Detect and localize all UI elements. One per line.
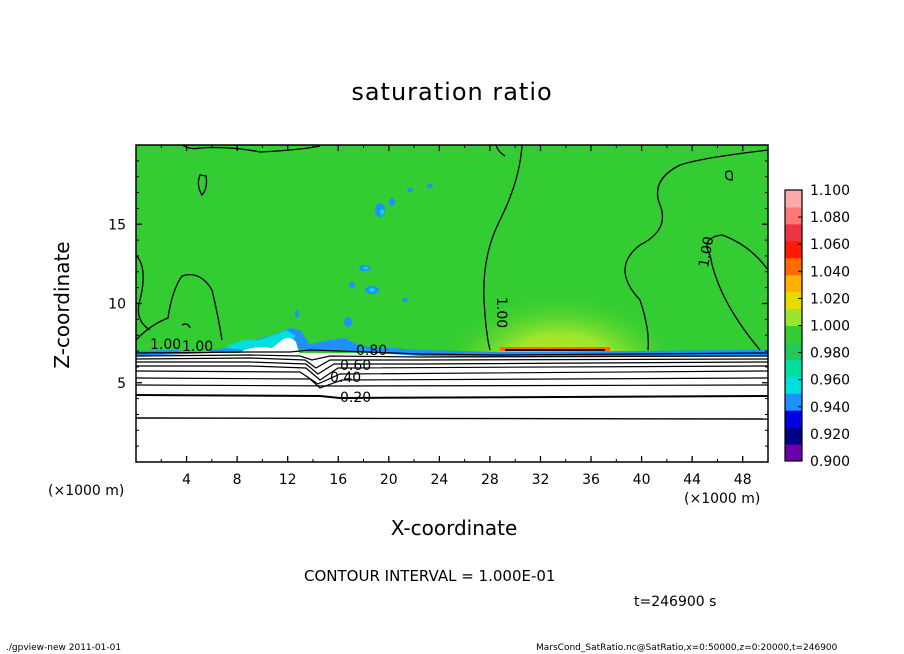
colorbar-label: 1.060: [810, 237, 850, 253]
colorbar-swatch: [785, 342, 802, 360]
colorbar-swatch: [785, 410, 802, 428]
contour-label: 1.00: [150, 337, 181, 353]
contour-label: 0.60: [340, 358, 371, 374]
colorbar-label: 1.040: [810, 264, 850, 280]
contour-label: 1.00: [493, 297, 509, 328]
colorbar-label: 1.080: [810, 210, 850, 226]
x-tick-label: 48: [734, 472, 752, 488]
colorbar-swatch: [785, 206, 802, 225]
colorbar-swatch: [785, 274, 802, 293]
y-axis: 5 10 15: [108, 160, 768, 447]
x-axis-label: X-coordinate: [390, 516, 518, 540]
colorbar-label: 1.000: [810, 319, 850, 335]
x-unit-label-right: (×1000 m): [684, 491, 761, 507]
colorbar-label: 1.020: [810, 291, 850, 307]
x-tick-label: 28: [481, 472, 499, 488]
x-tick-label: 16: [329, 472, 347, 488]
contour-label: 1.00: [696, 235, 717, 268]
colorbar-label: 0.900: [810, 454, 850, 470]
x-tick-label: 12: [279, 472, 297, 488]
contour-labels: 1.00 1.00 1.00 1.00 0.80 0.60 0.40 0.20: [150, 235, 717, 406]
contour-label: 0.20: [340, 390, 371, 406]
colorbar-swatch: [785, 376, 802, 394]
x-tick-label: 24: [430, 472, 448, 488]
x-tick-label: 20: [380, 472, 398, 488]
x-axis: 4 8 12 16 20 24 28 32 36 40 44 48: [160, 145, 752, 488]
contour-label: 0.40: [330, 370, 361, 386]
x-tick-label: 8: [233, 472, 242, 488]
colorbar: 0.900 0.920 0.940 0.960 0.980 1.000 1.020 1.040…: [784, 183, 850, 470]
colorbar-swatch: [785, 359, 802, 377]
colorbar-label: 0.940: [810, 400, 850, 416]
colorbar-swatch: [785, 393, 802, 411]
colorbar-swatch: [785, 444, 802, 462]
x-tick-label: 40: [633, 472, 651, 488]
y-tick-label: 5: [117, 376, 126, 392]
x-unit-label-left: (×1000 m): [48, 483, 125, 499]
chart-title: saturation ratio: [351, 78, 553, 106]
x-tick-label: 36: [582, 472, 600, 488]
field-small-cells-cyan: [363, 209, 384, 292]
colorbar-label: 0.920: [810, 427, 850, 443]
contour-lines-lower: [136, 349, 768, 420]
colorbar-label: 0.980: [810, 346, 850, 362]
footer-file-info: MarsCond_SatRatio.nc@SatRatio,x=0:50000,…: [536, 643, 838, 653]
x-tick-label: 4: [182, 472, 191, 488]
time-stamp: t=246900 s: [634, 594, 717, 610]
colorbar-label: 1.100: [810, 183, 850, 199]
x-tick-label: 32: [532, 472, 550, 488]
x-tick-label: 44: [683, 472, 701, 488]
y-tick-label: 15: [108, 217, 126, 233]
colorbar-swatch: [785, 190, 802, 208]
contour-label: 0.80: [356, 343, 387, 359]
field-hot-layer-core: [505, 349, 605, 351]
field-dry-region: [136, 353, 768, 462]
footer-program-info: ./gpview-new 2011-01-01: [6, 643, 122, 653]
y-tick-label: 10: [108, 297, 126, 313]
colorbar-swatch: [785, 240, 802, 259]
colorbar-swatch: [785, 325, 802, 343]
colorbar-swatch: [785, 427, 802, 445]
colorbar-swatch: [785, 308, 802, 326]
colorbar-label: 0.960: [810, 373, 850, 389]
field-saturated-region: [136, 145, 768, 357]
colorbar-swatch: [785, 257, 802, 276]
contour-field: [136, 145, 768, 462]
contour-interval-text: CONTOUR INTERVAL = 1.000E-01: [304, 567, 556, 585]
contour-label: 1.00: [182, 339, 213, 355]
colorbar-swatch: [785, 291, 802, 310]
colorbar-swatch: [785, 223, 802, 242]
contour-lines-upper: [136, 145, 768, 351]
